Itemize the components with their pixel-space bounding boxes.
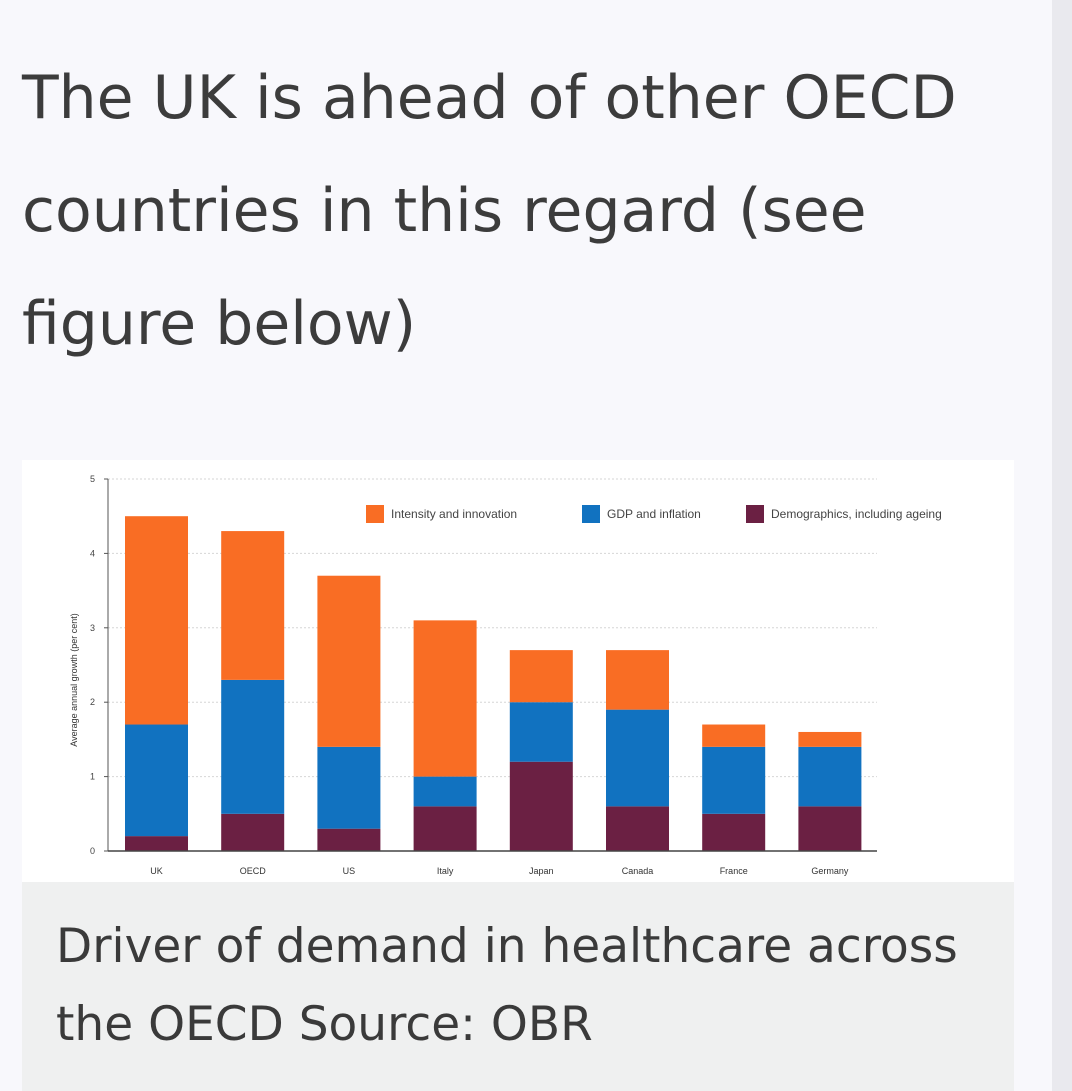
bar-segment (606, 806, 669, 851)
x-tick-label: Germany (811, 866, 849, 876)
figure-caption-box: Driver of demand in healthcare across th… (22, 882, 1014, 1091)
y-tick-label: 4 (90, 548, 95, 558)
legend-label: Intensity and innovation (391, 507, 517, 521)
bar-segment (606, 650, 669, 710)
bar-segment (509, 650, 573, 703)
bar-segment (221, 813, 285, 851)
y-tick-label: 0 (90, 846, 95, 856)
figure-caption: Driver of demand in healthcare across th… (56, 919, 958, 1052)
x-tick-label: US (343, 866, 356, 876)
legend-label: GDP and inflation (607, 507, 701, 521)
bar-segment (125, 724, 188, 837)
legend-swatch (582, 505, 600, 523)
bar-segment (606, 709, 669, 807)
bar-segment (702, 746, 766, 814)
bar-segment (317, 746, 381, 829)
bar-segment (798, 746, 862, 807)
x-tick-label: France (720, 866, 748, 876)
bar-segment (798, 806, 862, 851)
y-tick-label: 2 (90, 697, 95, 707)
x-tick-label: Japan (529, 866, 554, 876)
x-tick-label: Italy (437, 866, 454, 876)
bar-segment (509, 761, 573, 851)
y-tick-label: 5 (90, 474, 95, 484)
bar-segment (221, 531, 285, 680)
bar-segment (317, 575, 381, 747)
bar-segment (125, 836, 188, 851)
y-tick-label: 1 (90, 772, 95, 782)
stacked-bar-chart: 0 1 2 3 4 5 Average annual growth (per cent) UK… (69, 474, 942, 876)
y-axis-label: Average annual growth (per cent) (69, 613, 79, 746)
legend-swatch (746, 505, 764, 523)
bar-segment (413, 776, 477, 807)
y-tick-label: 3 (90, 623, 95, 633)
x-tick-label: UK (150, 866, 163, 876)
article-heading: The UK is ahead of other OECD countries … (22, 63, 957, 359)
legend-swatch (366, 505, 384, 523)
chart-container: 0 1 2 3 4 5 Average annual growth (per cent) UK… (22, 460, 1014, 882)
bar-segment (413, 806, 477, 851)
bar-segment (798, 731, 862, 747)
bar-segment (702, 813, 766, 851)
bar-segment (221, 679, 285, 814)
bar-segment (509, 702, 573, 762)
x-tick-label: OECD (240, 866, 267, 876)
bar-segment (317, 828, 381, 851)
figure: 0 1 2 3 4 5 Average annual growth (per cent) UK… (22, 460, 1014, 1091)
bar-segment (702, 724, 766, 747)
legend-label: Demographics, including ageing (771, 507, 942, 521)
bar-segment (125, 516, 188, 725)
x-tick-label: Canada (622, 866, 654, 876)
bar-segment (413, 620, 477, 777)
